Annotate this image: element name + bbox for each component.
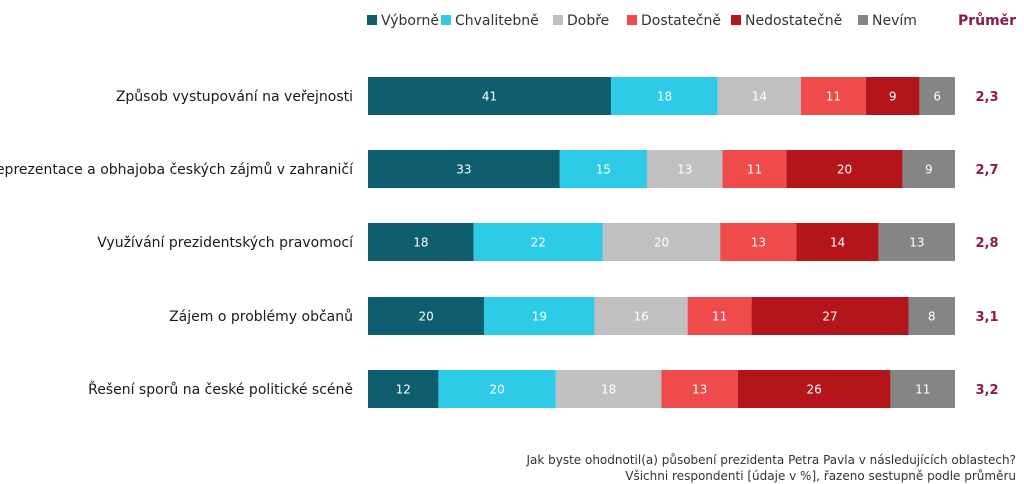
legend-label: Dobře [567, 13, 609, 29]
bar-segment-dostatecne [722, 150, 787, 188]
legend-swatch [858, 15, 868, 25]
segment-value-label: 41 [482, 90, 497, 104]
segment-value-label: 18 [601, 383, 616, 397]
segment-value-label: 11 [826, 90, 841, 104]
category-label: Zájem o problémy občanů [169, 309, 353, 325]
bar-segment-dobre [646, 150, 723, 188]
bar-segment-chvalitebne [438, 370, 556, 408]
segment-value-label: 8 [928, 310, 936, 324]
bar-segment-vyborne [368, 223, 474, 261]
bar-segment-chvalitebne [484, 297, 595, 335]
average-value: 2,3 [975, 90, 998, 105]
segment-value-label: 20 [489, 383, 504, 397]
bar-segment-nevim [908, 297, 955, 335]
legend-label: Chvalitebně [455, 13, 539, 29]
bar-segment-nedostatecne [796, 223, 879, 261]
segment-value-label: 9 [925, 163, 933, 177]
legend-label: Nevím [872, 13, 917, 29]
legend-item-nedostatecne: Nedostatečně [731, 13, 842, 29]
segment-value-label: 26 [806, 383, 821, 397]
legend-swatch [441, 15, 451, 25]
legend-item-vyborne: Výborně [367, 13, 439, 29]
segment-value-label: 20 [654, 236, 669, 250]
legend-item-dostatecne: Dostatečně [627, 13, 721, 29]
legend-label: Nedostatečně [745, 13, 842, 29]
category-label: Reprezentace a obhajoba českých zájmů v … [0, 162, 354, 178]
segment-value-label: 13 [751, 236, 766, 250]
footnote: Jak byste ohodnotil(a) působení preziden… [526, 452, 1016, 484]
segment-value-label: 18 [413, 236, 428, 250]
segment-value-label: 11 [915, 383, 930, 397]
segment-value-label: 13 [692, 383, 707, 397]
legend-item-chvalitebne: Chvalitebně [441, 13, 539, 29]
segment-value-label: 9 [889, 90, 897, 104]
segment-value-label: 13 [909, 236, 924, 250]
bar-segment-chvalitebne [473, 223, 603, 261]
average-value: 2,8 [975, 236, 998, 251]
segment-value-label: 20 [837, 163, 852, 177]
segment-value-label: 12 [396, 383, 411, 397]
footnote-note: Všichni respondenti [údaje v %], řazeno … [625, 469, 1016, 483]
legend-item-dobre: Dobře [553, 13, 609, 29]
bar-segment-chvalitebne [611, 77, 718, 115]
average-value: 3,1 [975, 310, 998, 325]
bar-segment-dobre [555, 370, 662, 408]
segment-value-label: 19 [532, 310, 547, 324]
bar-segment-dostatecne [800, 77, 867, 115]
segment-value-label: 14 [752, 90, 767, 104]
bar-segment-dostatecne [661, 370, 738, 408]
legend-swatch [553, 15, 563, 25]
segment-value-label: 6 [933, 90, 941, 104]
segment-value-label: 18 [657, 90, 672, 104]
bar-segment-dostatecne [720, 223, 797, 261]
bar-segment-nedostatecne [737, 370, 891, 408]
bar-segment-vyborne [368, 297, 485, 335]
legend-swatch [731, 15, 741, 25]
bar-segment-vyborne [368, 370, 439, 408]
bar-segment-nevim [919, 77, 955, 115]
segment-value-label: 33 [456, 163, 471, 177]
bar-segment-dobre [717, 77, 801, 115]
segment-value-label: 13 [677, 163, 692, 177]
legend-item-nevim: Nevím [858, 13, 917, 29]
bar-segment-nedostatecne [751, 297, 909, 335]
bar-segment-nevim [902, 150, 955, 188]
bar-segment-vyborne [368, 150, 560, 188]
bar-segment-dostatecne [687, 297, 752, 335]
bar-segment-nevim [890, 370, 955, 408]
legend-label: Výborně [381, 13, 439, 29]
bar-segment-nedostatecne [786, 150, 903, 188]
category-label: Řešení sporů na české politické scéně [88, 381, 353, 398]
legend-swatch [627, 15, 637, 25]
segment-value-label: 22 [531, 236, 546, 250]
segment-value-label: 14 [830, 236, 845, 250]
average-value: 3,2 [975, 383, 998, 398]
segment-value-label: 16 [634, 310, 649, 324]
bar-segment-vyborne [368, 77, 612, 115]
segment-value-label: 11 [712, 310, 727, 324]
average-value: 2,7 [975, 163, 998, 178]
category-label: Způsob vystupování na veřejnosti [116, 89, 353, 105]
footnote-question: Jak byste ohodnotil(a) působení preziden… [526, 453, 1016, 467]
bar-segment-nedostatecne [866, 77, 920, 115]
bar-segment-nevim [878, 223, 955, 261]
legend-swatch [367, 15, 377, 25]
segment-value-label: 11 [747, 163, 762, 177]
bar-segment-dobre [594, 297, 688, 335]
segment-value-label: 27 [822, 310, 837, 324]
average-header: Průměr [958, 12, 1016, 29]
segment-value-label: 15 [596, 163, 611, 177]
segment-value-label: 20 [418, 310, 433, 324]
legend-label: Dostatečně [641, 13, 721, 29]
bar-segment-dobre [602, 223, 721, 261]
bar-segment-chvalitebne [559, 150, 647, 188]
category-label: Využívání prezidentských pravomocí [97, 235, 354, 251]
